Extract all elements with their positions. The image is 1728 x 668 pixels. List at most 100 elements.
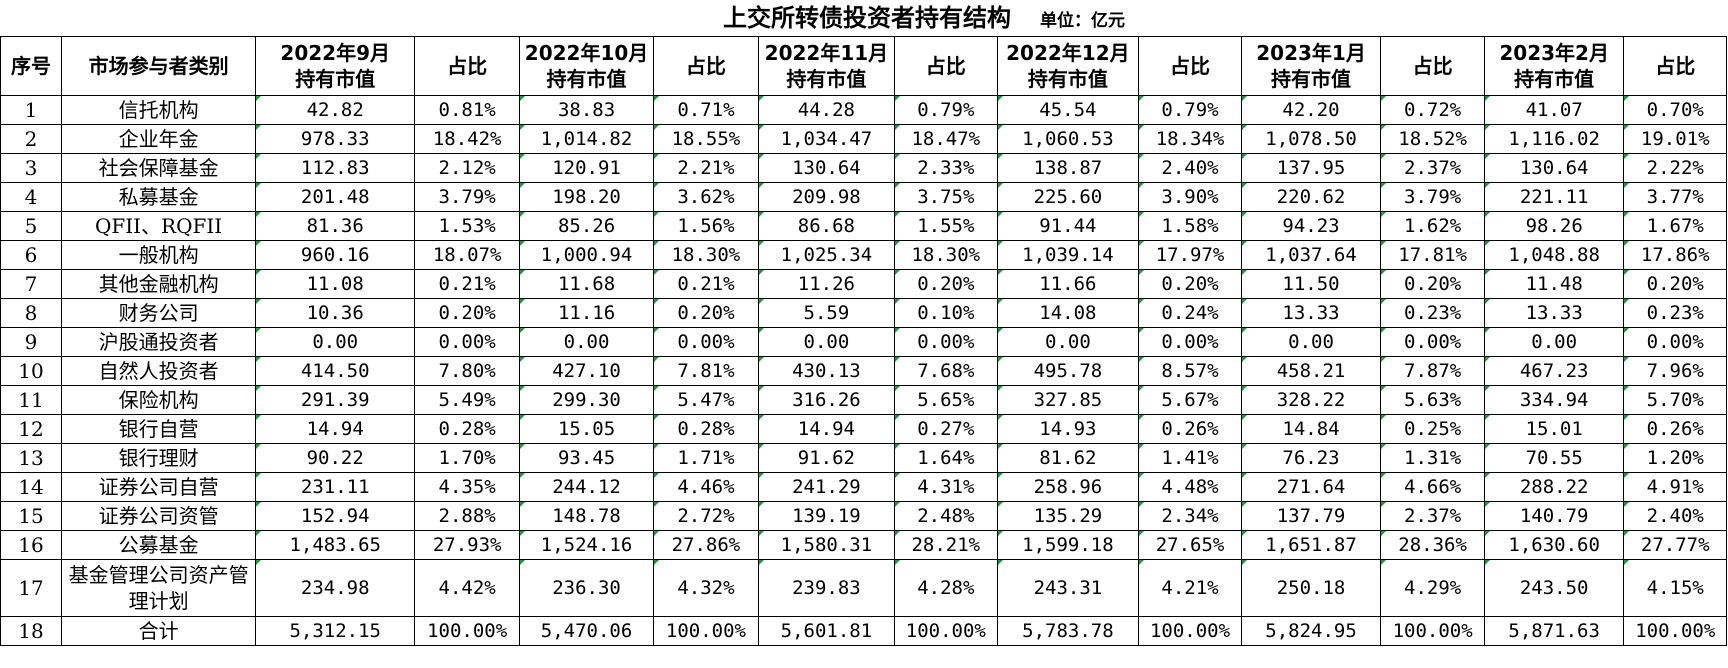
share-cell[interactable]: 27.65% — [1138, 530, 1242, 560]
market-value-cell[interactable]: 291.39 — [255, 385, 416, 415]
market-value-cell[interactable]: 14.84 — [1240, 414, 1382, 444]
share-cell[interactable]: 3.77% — [1623, 182, 1727, 212]
column-header[interactable]: 占比 — [894, 36, 998, 96]
market-value-cell[interactable]: 42.82 — [255, 95, 416, 125]
share-cell[interactable]: 4.66% — [1380, 472, 1485, 502]
column-header[interactable]: 占比 — [653, 36, 759, 96]
row-index-cell[interactable]: 2 — [0, 124, 63, 154]
row-index-cell[interactable]: 17 — [0, 559, 63, 617]
market-value-cell[interactable]: 15.01 — [1483, 414, 1625, 444]
share-cell[interactable]: 100.00% — [1380, 616, 1485, 646]
share-cell[interactable]: 28.36% — [1380, 530, 1485, 560]
share-cell[interactable]: 2.37% — [1380, 501, 1485, 531]
market-value-cell[interactable]: 94.23 — [1240, 211, 1382, 241]
market-value-cell[interactable]: 5,601.81 — [757, 616, 896, 646]
share-cell[interactable]: 2.40% — [1138, 153, 1242, 183]
market-value-cell[interactable]: 13.33 — [1483, 298, 1625, 328]
share-cell[interactable]: 0.28% — [414, 414, 520, 444]
share-cell[interactable]: 4.48% — [1138, 472, 1242, 502]
column-header[interactable]: 2023年1月 持有市值 — [1240, 36, 1382, 96]
market-value-cell[interactable]: 1,048.88 — [1483, 240, 1625, 270]
share-cell[interactable]: 3.90% — [1138, 182, 1242, 212]
share-cell[interactable]: 5.63% — [1380, 385, 1485, 415]
share-cell[interactable]: 100.00% — [1138, 616, 1242, 646]
category-cell[interactable]: 信托机构 — [61, 95, 257, 125]
market-value-cell[interactable]: 495.78 — [996, 356, 1140, 386]
share-cell[interactable]: 8.57% — [1138, 356, 1242, 386]
row-index-cell[interactable]: 14 — [0, 472, 63, 502]
share-cell[interactable]: 17.97% — [1138, 240, 1242, 270]
share-cell[interactable]: 100.00% — [894, 616, 998, 646]
share-cell[interactable]: 17.86% — [1623, 240, 1727, 270]
category-cell[interactable]: 基金管理公司资产管理计划 — [61, 559, 257, 617]
market-value-cell[interactable]: 327.85 — [996, 385, 1140, 415]
market-value-cell[interactable]: 0.00 — [255, 327, 416, 357]
share-cell[interactable]: 17.81% — [1380, 240, 1485, 270]
share-cell[interactable]: 4.35% — [414, 472, 520, 502]
market-value-cell[interactable]: 288.22 — [1483, 472, 1625, 502]
market-value-cell[interactable]: 225.60 — [996, 182, 1140, 212]
share-cell[interactable]: 4.91% — [1623, 472, 1727, 502]
column-header[interactable]: 占比 — [1138, 36, 1242, 96]
share-cell[interactable]: 4.46% — [653, 472, 759, 502]
share-cell[interactable]: 0.00% — [1138, 327, 1242, 357]
share-cell[interactable]: 5.47% — [653, 385, 759, 415]
share-cell[interactable]: 0.20% — [1138, 269, 1242, 299]
market-value-cell[interactable]: 0.00 — [1483, 327, 1625, 357]
market-value-cell[interactable]: 201.48 — [255, 182, 416, 212]
market-value-cell[interactable]: 0.00 — [518, 327, 655, 357]
market-value-cell[interactable]: 1,580.31 — [757, 530, 896, 560]
market-value-cell[interactable]: 137.95 — [1240, 153, 1382, 183]
market-value-cell[interactable]: 130.64 — [757, 153, 896, 183]
column-header[interactable]: 2022年9月 持有市值 — [255, 36, 416, 96]
market-value-cell[interactable]: 1,630.60 — [1483, 530, 1625, 560]
share-cell[interactable]: 2.88% — [414, 501, 520, 531]
market-value-cell[interactable]: 299.30 — [518, 385, 655, 415]
share-cell[interactable]: 0.71% — [653, 95, 759, 125]
share-cell[interactable]: 18.07% — [414, 240, 520, 270]
market-value-cell[interactable]: 93.45 — [518, 443, 655, 473]
share-cell[interactable]: 7.80% — [414, 356, 520, 386]
share-cell[interactable]: 4.21% — [1138, 559, 1242, 617]
column-header[interactable]: 2022年11月 持有市值 — [757, 36, 896, 96]
market-value-cell[interactable]: 328.22 — [1240, 385, 1382, 415]
market-value-cell[interactable]: 11.08 — [255, 269, 416, 299]
category-cell[interactable]: 保险机构 — [61, 385, 257, 415]
share-cell[interactable]: 1.64% — [894, 443, 998, 473]
share-cell[interactable]: 3.79% — [1380, 182, 1485, 212]
row-index-cell[interactable]: 5 — [0, 211, 63, 241]
market-value-cell[interactable]: 1,116.02 — [1483, 124, 1625, 154]
share-cell[interactable]: 7.68% — [894, 356, 998, 386]
market-value-cell[interactable]: 91.62 — [757, 443, 896, 473]
share-cell[interactable]: 0.28% — [653, 414, 759, 444]
market-value-cell[interactable]: 1,000.94 — [518, 240, 655, 270]
market-value-cell[interactable]: 5,783.78 — [996, 616, 1140, 646]
share-cell[interactable]: 0.00% — [894, 327, 998, 357]
share-cell[interactable]: 0.00% — [653, 327, 759, 357]
share-cell[interactable]: 0.23% — [1380, 298, 1485, 328]
category-cell[interactable]: 其他金融机构 — [61, 269, 257, 299]
row-index-cell[interactable]: 15 — [0, 501, 63, 531]
share-cell[interactable]: 0.23% — [1623, 298, 1727, 328]
market-value-cell[interactable]: 11.66 — [996, 269, 1140, 299]
share-cell[interactable]: 4.32% — [653, 559, 759, 617]
market-value-cell[interactable]: 137.79 — [1240, 501, 1382, 531]
share-cell[interactable]: 0.26% — [1138, 414, 1242, 444]
market-value-cell[interactable]: 316.26 — [757, 385, 896, 415]
row-index-cell[interactable]: 6 — [0, 240, 63, 270]
market-value-cell[interactable]: 221.11 — [1483, 182, 1625, 212]
market-value-cell[interactable]: 86.68 — [757, 211, 896, 241]
share-cell[interactable]: 1.55% — [894, 211, 998, 241]
row-index-cell[interactable]: 7 — [0, 269, 63, 299]
market-value-cell[interactable]: 10.36 — [255, 298, 416, 328]
market-value-cell[interactable]: 11.48 — [1483, 269, 1625, 299]
market-value-cell[interactable]: 14.93 — [996, 414, 1140, 444]
share-cell[interactable]: 1.41% — [1138, 443, 1242, 473]
market-value-cell[interactable]: 5,824.95 — [1240, 616, 1382, 646]
row-index-cell[interactable]: 9 — [0, 327, 63, 357]
share-cell[interactable]: 100.00% — [653, 616, 759, 646]
market-value-cell[interactable]: 198.20 — [518, 182, 655, 212]
market-value-cell[interactable]: 414.50 — [255, 356, 416, 386]
column-header[interactable]: 2022年12月 持有市值 — [996, 36, 1140, 96]
row-index-cell[interactable]: 16 — [0, 530, 63, 560]
